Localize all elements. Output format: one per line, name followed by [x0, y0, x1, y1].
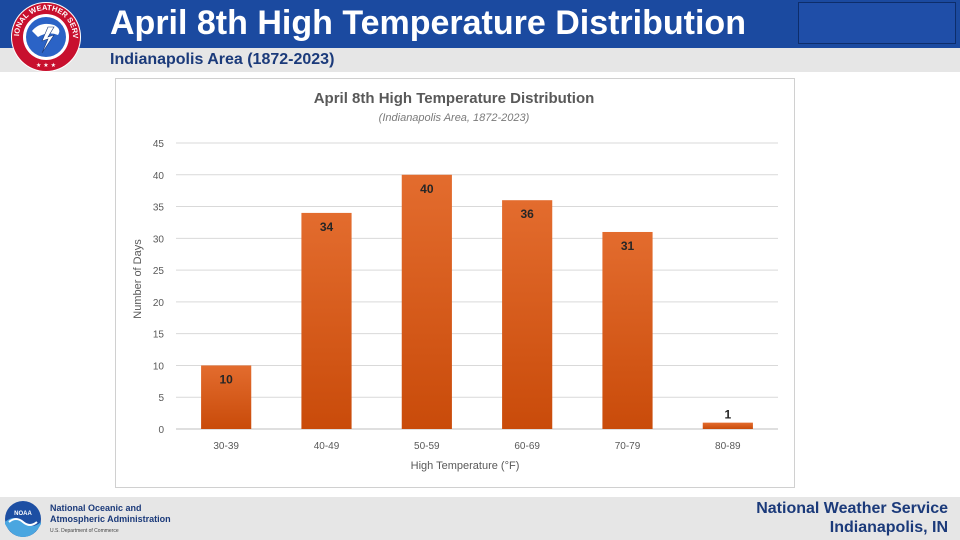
data-labels: 10 34 40 36 31 1 — [219, 182, 731, 422]
noaa-logo-text: NOAA — [14, 511, 32, 517]
footer-office-name: National Weather Service — [756, 500, 948, 517]
bars — [201, 174, 753, 429]
grid-lines — [176, 142, 778, 430]
noaa-name-line1: National Oceanic and — [50, 503, 142, 513]
x-axis-label: High Temperature (°F) — [411, 460, 520, 472]
x-tick-label-50-59: 50-59 — [414, 441, 440, 452]
page-subtitle: Indianapolis Area (1872-2023) — [110, 51, 335, 68]
svg-text:★ ★ ★: ★ ★ ★ — [36, 62, 56, 69]
x-tick-label-60-69: 60-69 — [514, 441, 540, 452]
bar-50-59 — [401, 174, 452, 429]
bar-30-39 — [201, 365, 252, 429]
chart-frame: April 8th High Temperature Distribution … — [115, 78, 795, 488]
chart-title: April 8th High Temperature Distribution — [314, 90, 595, 107]
subtitle-bar — [0, 48, 960, 72]
y-tick-label: 40 — [153, 171, 165, 182]
page-title: April 8th High Temperature Distribution — [110, 4, 746, 42]
data-label-60-69: 36 — [520, 207, 534, 221]
nws-logo-icon: NATIONAL WEATHER SERVICE ★ ★ ★ — [8, 1, 81, 72]
y-tick-label: 10 — [153, 361, 165, 372]
y-tick-label: 25 — [153, 266, 165, 277]
bar-80-89 — [702, 422, 753, 429]
x-tick-label-70-79: 70-79 — [615, 441, 641, 452]
bar-40-49 — [301, 212, 352, 429]
noaa-name-line2: Atmospheric Administration — [50, 514, 171, 524]
y-tick-label: 45 — [153, 139, 165, 150]
y-axis-label: Number of Days — [132, 239, 144, 319]
data-label-30-39: 10 — [219, 372, 233, 386]
x-tick-labels: 30-39 40-49 50-59 60-69 70-79 80-89 — [213, 441, 741, 452]
header-blank-box — [798, 2, 956, 44]
data-label-80-89: 1 — [724, 408, 731, 422]
y-tick-label: 5 — [158, 393, 164, 404]
y-tick-label: 20 — [153, 298, 165, 309]
data-label-40-49: 34 — [320, 220, 334, 234]
y-tick-label: 0 — [158, 425, 164, 436]
x-tick-label-40-49: 40-49 — [314, 441, 340, 452]
y-tick-labels: 0 5 10 15 20 25 30 35 40 45 — [153, 139, 165, 436]
data-label-50-59: 40 — [420, 182, 434, 196]
bar-60-69 — [502, 200, 553, 429]
x-tick-label-80-89: 80-89 — [715, 441, 741, 452]
footer-bar — [0, 497, 960, 540]
data-label-70-79: 31 — [621, 239, 635, 253]
footer-office-location: Indianapolis, IN — [829, 519, 948, 536]
noaa-name-line3: U.S. Department of Commerce — [50, 528, 119, 534]
bar-chart: April 8th High Temperature Distribution … — [132, 90, 778, 472]
noaa-logo-icon: NOAA — [5, 501, 41, 537]
y-tick-label: 15 — [153, 330, 165, 341]
y-tick-label: 30 — [153, 234, 165, 245]
y-tick-label: 35 — [153, 203, 165, 214]
chart-subtitle: (Indianapolis Area, 1872-2023) — [379, 112, 530, 124]
bar-70-79 — [602, 231, 653, 429]
x-tick-label-30-39: 30-39 — [213, 441, 239, 452]
